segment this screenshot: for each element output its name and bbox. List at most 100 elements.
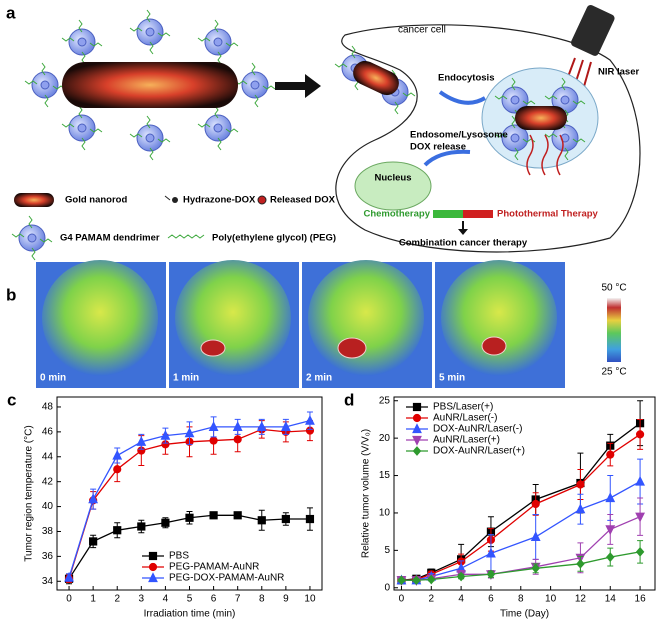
point <box>148 572 158 583</box>
y-tick-label: 10 <box>379 508 391 519</box>
point <box>257 516 266 525</box>
point <box>576 558 585 569</box>
point <box>208 421 219 431</box>
series-line <box>401 551 641 581</box>
point <box>412 435 422 446</box>
x-tick-label: 0 <box>399 594 405 605</box>
endosome-rod <box>494 77 586 176</box>
point <box>576 480 585 489</box>
combination-label: Combination cancer therapy <box>399 238 528 249</box>
point <box>160 429 171 440</box>
point <box>412 413 422 423</box>
x-tick-label: 5 <box>187 594 193 605</box>
arrow <box>275 74 321 98</box>
point <box>136 436 147 446</box>
point <box>113 465 122 474</box>
y-axis-label: Relative tumor volume (V/V₀) <box>361 429 372 558</box>
point <box>531 499 540 509</box>
x-tick-label: 0 <box>66 594 72 605</box>
plot-frame <box>393 396 656 591</box>
point <box>233 435 242 444</box>
legend-text: Gold nanorod <box>65 195 127 206</box>
legend-text: Hydrazone-DOX <box>183 195 256 206</box>
panel-label: b <box>6 285 16 304</box>
point <box>412 402 422 412</box>
y-tick-label: 44 <box>42 451 54 462</box>
panel-label: d <box>344 390 354 409</box>
point <box>88 493 99 504</box>
arrow <box>458 221 468 235</box>
x-tick-label: 6 <box>488 594 494 605</box>
x-tick-label: 10 <box>304 594 316 605</box>
legend-text: Released DOX <box>270 195 336 206</box>
point <box>486 569 496 580</box>
point <box>89 537 98 546</box>
x-axis-label: Irradiation time (min) <box>144 609 236 620</box>
point <box>281 514 290 524</box>
x-tick-label: 14 <box>605 594 617 605</box>
x-tick-label: 9 <box>283 594 289 605</box>
legend-text: PEG-PAMAM-AuNR <box>169 562 259 573</box>
arrow <box>423 149 471 167</box>
scale-min: 25 °C <box>601 367 626 378</box>
legend-text: DOX-AuNR/Laser(-) <box>433 424 522 435</box>
x-axis-label: Time (Day) <box>500 609 549 620</box>
x-tick-label: 12 <box>575 594 587 605</box>
cell-label: cancer cell <box>398 25 446 36</box>
release-label: Endosome/Lysosome <box>410 130 508 141</box>
point <box>486 547 496 558</box>
photothermal-label: Photothermal Therapy <box>497 209 599 220</box>
point <box>280 421 291 431</box>
x-tick-label: 6 <box>211 594 217 605</box>
legend-text: PBS <box>169 551 189 562</box>
legend-text: PEG-DOX-PAMAM-AuNR <box>169 573 284 584</box>
thermal-images <box>36 260 565 388</box>
arrow <box>433 210 463 218</box>
time-label: 2 min <box>306 373 332 384</box>
point <box>530 531 541 541</box>
x-tick-label: 8 <box>518 594 524 605</box>
point <box>606 450 615 459</box>
point <box>185 513 194 522</box>
point <box>148 562 158 572</box>
x-tick-label: 2 <box>429 594 435 605</box>
y-tick-label: 34 <box>42 576 54 587</box>
legend-text: AuNR/Laser(+) <box>433 435 500 446</box>
y-tick-label: 15 <box>379 470 391 481</box>
point <box>112 449 123 460</box>
release-label: DOX release <box>410 142 466 153</box>
y-tick-label: 25 <box>379 395 391 406</box>
point <box>113 526 122 535</box>
laser-label: NIR laser <box>598 67 639 78</box>
legend-text: G4 PAMAM dendrimer <box>60 233 160 244</box>
point <box>64 571 74 582</box>
time-label: 1 min <box>173 373 199 384</box>
x-tick-label: 3 <box>139 594 145 605</box>
time-label: 5 min <box>439 373 465 384</box>
x-tick-label: 7 <box>235 594 241 605</box>
point <box>412 423 422 434</box>
point <box>456 571 466 582</box>
point <box>635 475 645 486</box>
nucleus-label: Nucleus <box>375 173 412 184</box>
legend-a: Gold nanorod Hydrazone-DOX Released DOX … <box>11 193 336 261</box>
y-tick-label: 46 <box>42 427 54 438</box>
x-tick-label: 10 <box>545 594 557 605</box>
point <box>605 552 615 562</box>
point <box>412 446 422 456</box>
point <box>397 575 406 586</box>
legend-text: AuNR/Laser(-) <box>433 413 497 424</box>
x-tick-label: 4 <box>163 594 169 605</box>
point <box>635 546 645 557</box>
y-tick-label: 36 <box>42 551 54 562</box>
y-axis-label: Tumor region temperature (°C) <box>24 425 35 561</box>
y-tick-label: 48 <box>42 402 54 413</box>
panel-label: a <box>6 3 16 22</box>
y-tick-label: 42 <box>42 476 54 487</box>
arrow <box>438 90 487 105</box>
point <box>305 514 315 524</box>
endocytosis-rod <box>334 45 416 115</box>
nanorod-assembly <box>24 9 276 161</box>
y-tick-label: 20 <box>379 433 391 444</box>
